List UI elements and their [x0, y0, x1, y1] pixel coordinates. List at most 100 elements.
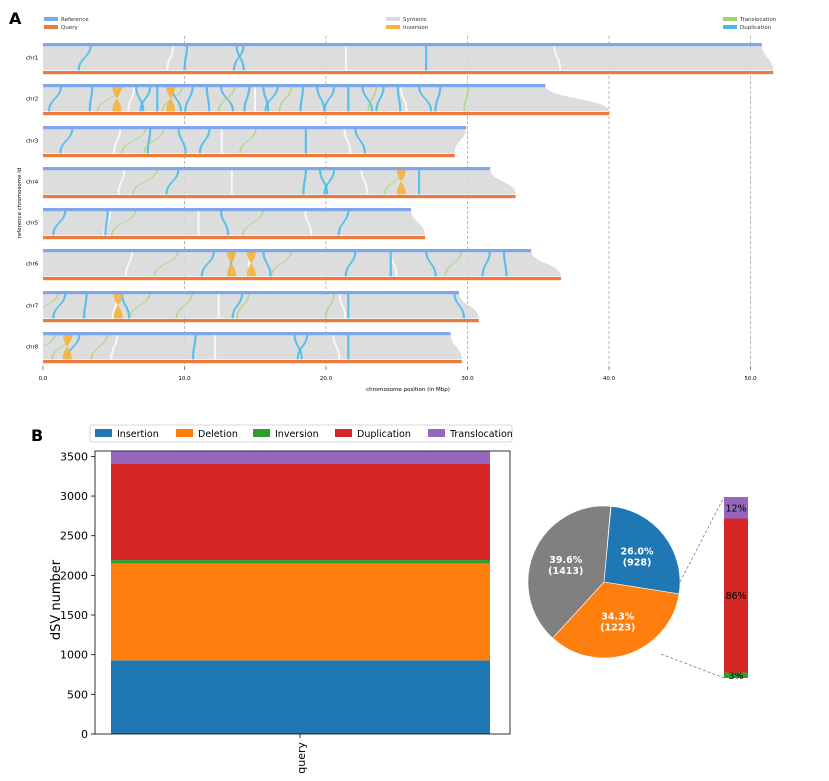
inversion-chr2-0 — [112, 85, 122, 112]
duplication-chr1-4 — [425, 44, 428, 71]
syntenic-region-chr8 — [43, 333, 462, 360]
duplication-chr3-1 — [146, 127, 152, 154]
duplication-chr3-5 — [354, 127, 367, 154]
pie-label-line: (1223) — [600, 622, 635, 633]
x-tick-label-50: 50.0 — [744, 376, 757, 382]
duplication-chr1-3 — [232, 44, 245, 71]
chromosome-label-chr7: chr7 — [26, 304, 39, 310]
pie-connector-lines — [660, 496, 725, 679]
duplication-chr6-7 — [502, 250, 508, 277]
dsv-stacked-bar — [111, 451, 490, 734]
legend-label-deletion: Deletion — [198, 429, 238, 440]
y-tick-label-500: 500 — [67, 688, 88, 701]
duplication-chr2-17 — [375, 85, 385, 112]
duplication-chr2-9 — [243, 85, 251, 112]
chromosome-label-chr5: chr5 — [26, 221, 39, 227]
chromosome-label-chr1: chr1 — [26, 56, 38, 62]
duplication-chr3-4 — [304, 127, 307, 154]
synteny-gap-chr7-2 — [338, 292, 347, 319]
duplication-chr6-3 — [344, 250, 357, 277]
dsv-y-axis-label: dSV number — [49, 559, 64, 640]
chromosome-label-chr4: chr4 — [26, 180, 39, 186]
duplication-chr7-4 — [347, 292, 350, 319]
synteny-gap-chr8-0 — [110, 333, 119, 360]
synteny-gap-chr1-1 — [344, 44, 347, 71]
duplication-chr1-2 — [235, 44, 245, 71]
bar-segment-translocation — [111, 451, 490, 464]
inversion-chr7-0 — [113, 292, 123, 319]
y-tick-label-3000: 3000 — [60, 490, 88, 503]
reference-bar-chr4 — [43, 167, 491, 171]
panel-b-label: B — [31, 426, 43, 445]
pie-label-line: (928) — [623, 557, 652, 568]
reference-bar-chr5 — [43, 208, 411, 212]
duplication-chr2-3 — [139, 85, 152, 112]
translocation-chr2-2 — [218, 85, 236, 112]
syntenic-region-chr5 — [43, 209, 426, 236]
breakdown-segment-translocation — [724, 497, 748, 519]
duplication-chr5-1 — [104, 209, 109, 236]
duplication-chr7-2 — [120, 292, 131, 319]
x-tick-label-10: 10.0 — [178, 376, 191, 382]
duplication-chr4-0 — [165, 168, 180, 195]
duplication-chr8-0 — [66, 333, 81, 360]
legend-label-duplication: Duplication — [357, 429, 411, 440]
bar-segment-inversion — [111, 560, 490, 564]
y-tick-label-3500: 3500 — [60, 450, 88, 463]
duplication-chr2-13 — [316, 85, 326, 112]
duplication-chr2-18 — [396, 85, 402, 112]
synteny-gap-chr3-1 — [220, 127, 223, 154]
duplication-chr5-3 — [337, 209, 350, 236]
synteny-x-axis-label: chromosome position (in Mbp) — [366, 387, 450, 393]
x-tick-label-20: 20.0 — [320, 376, 333, 382]
legend-swatch-duplication — [723, 25, 737, 29]
synteny-ribbons — [43, 44, 774, 360]
pie-label-2: 39.6% (1413) — [548, 555, 583, 577]
reference-bar-chr6 — [43, 249, 532, 253]
synteny-gap-chr2-1 — [253, 85, 256, 112]
legend-label-query: Query — [61, 25, 78, 31]
legend-swatch-query — [44, 25, 58, 29]
synteny-gap-chr2-2 — [399, 85, 408, 112]
legend-label-insertion: Insertion — [117, 429, 159, 440]
query-bar-chr5 — [43, 236, 426, 240]
synteny-gap-chr2-0 — [127, 85, 136, 112]
inversion-chr6-1 — [246, 250, 256, 277]
translocation-chr5-0 — [110, 209, 137, 236]
chromosome-labels: chr1 chr2 chr3 chr4 chr5 chr6 chr7 chr8 — [26, 56, 39, 351]
breakdown-stacked-bar: 3% 86% 12% — [724, 497, 748, 682]
syntenic-region-chr1 — [43, 44, 774, 71]
query-bar-chr4 — [43, 195, 516, 199]
legend-swatch-translocation — [723, 17, 737, 21]
y-tick-label-2000: 2000 — [60, 569, 88, 582]
y-tick-label-0: 0 — [81, 728, 88, 741]
query-bar-chr8 — [43, 360, 462, 364]
syntenic-region-chr7 — [43, 292, 479, 319]
synteny-gap-chr4-2 — [360, 168, 369, 195]
translocation-chr8-1 — [51, 333, 73, 360]
synteny-gap-chr1-2 — [553, 44, 562, 71]
bar-segment-insertion — [111, 660, 490, 734]
pie-label-line: 26.0% — [621, 546, 654, 557]
inversion-chr6-0 — [226, 250, 236, 277]
duplication-chr6-4 — [389, 250, 392, 277]
duplication-chr2-14 — [323, 85, 336, 112]
connector-top — [679, 496, 725, 583]
reference-bar-chr1 — [43, 43, 762, 47]
legend-label-reference: Reference — [61, 17, 89, 23]
breakdown-label-translocation: 12% — [725, 503, 746, 514]
duplication-chr2-20 — [434, 85, 442, 112]
duplication-chr2-7 — [205, 85, 211, 112]
reference-bar-chr8 — [43, 332, 451, 336]
synteny-gap-chr3-0 — [113, 127, 122, 154]
translocation-chr7-3 — [236, 292, 250, 319]
legend-label-translocation: Translocation — [739, 17, 777, 23]
duplication-chr2-4 — [156, 85, 159, 112]
duplication-chr4-4 — [417, 168, 421, 195]
duplication-chr7-1 — [83, 292, 88, 319]
dsv-axes: 0 500 1000 1500 2000 2500 3000 3500 query — [60, 450, 511, 774]
legend-swatch-inversion — [386, 25, 400, 29]
syntenic-region-chr4 — [43, 168, 516, 195]
pie-slice-1 — [552, 581, 680, 659]
